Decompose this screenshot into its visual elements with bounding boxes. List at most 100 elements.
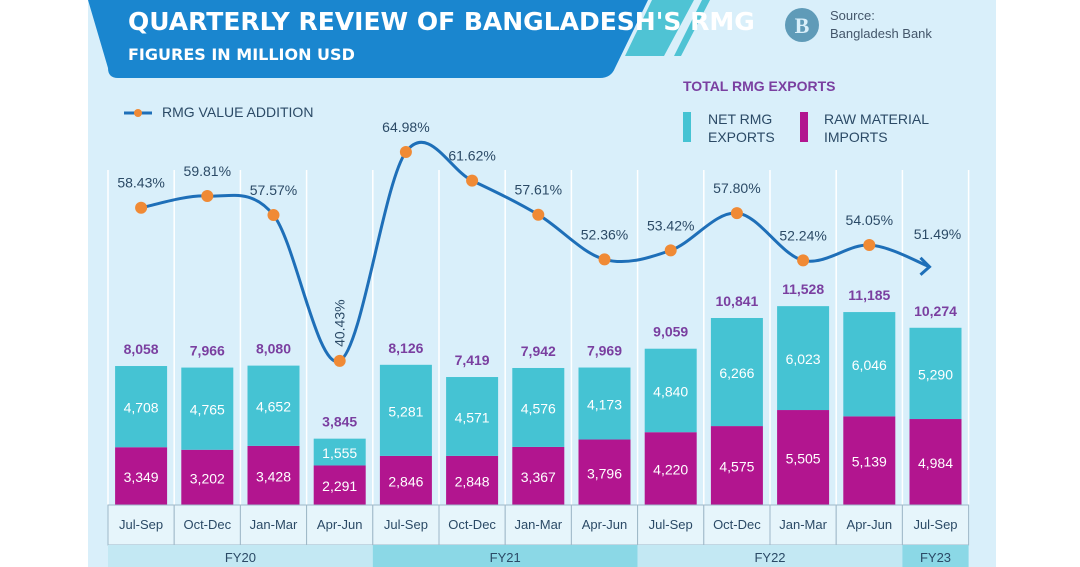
legend-label-raw: RAW MATERIAL IMPORTS xyxy=(824,111,929,145)
fiscal-year-label: FY20 xyxy=(225,550,256,565)
line-arrow-icon xyxy=(919,256,932,276)
fiscal-year-cell xyxy=(637,545,903,567)
quarter-label: Oct-Dec xyxy=(183,517,231,532)
label-net-exports: 5,281 xyxy=(388,403,423,419)
label-total: 7,419 xyxy=(455,352,490,368)
title-banner xyxy=(88,0,648,78)
value-addition-marker xyxy=(466,174,479,187)
fiscal-year-cell xyxy=(372,545,638,567)
bar-raw-imports xyxy=(909,419,962,505)
label-raw-imports: 2,846 xyxy=(388,473,423,489)
label-net-exports: 4,576 xyxy=(521,400,556,416)
label-raw-imports: 4,984 xyxy=(918,455,953,471)
value-addition-marker xyxy=(797,254,810,267)
quarter-label: Jan-Mar xyxy=(779,517,827,532)
label-total: 8,080 xyxy=(256,341,291,357)
bar-raw-imports xyxy=(379,455,432,505)
value-addition-label: 52.24% xyxy=(779,227,826,243)
value-addition-marker xyxy=(863,239,876,252)
quarter-label: Apr-Jun xyxy=(847,517,893,532)
label-total: 11,528 xyxy=(782,281,824,297)
quarter-cell xyxy=(306,504,374,546)
label-raw-imports: 4,220 xyxy=(653,462,688,478)
legend-label-net: NET RMG EXPORTS xyxy=(708,111,775,145)
svg-text:B: B xyxy=(795,13,810,38)
chart-subtitle: FIGURES IN MILLION USD xyxy=(128,45,355,64)
bar-net-exports xyxy=(379,364,432,456)
value-addition-label: 58.43% xyxy=(117,175,164,191)
bar-raw-imports xyxy=(181,449,234,505)
source-label: Source: xyxy=(830,8,875,23)
quarter-cell xyxy=(703,504,771,546)
fiscal-year-label: FY22 xyxy=(754,550,785,565)
label-total: 10,841 xyxy=(715,293,758,309)
quarter-cell xyxy=(107,504,175,546)
value-addition-marker xyxy=(267,209,280,222)
quarter-cell xyxy=(901,504,970,546)
legend-raw-line1: RAW MATERIAL xyxy=(824,111,929,127)
quarter-label: Apr-Jun xyxy=(317,517,363,532)
legend-line-marker xyxy=(134,109,142,117)
value-addition-label: 64.98% xyxy=(382,119,429,135)
value-addition-label: 61.62% xyxy=(448,148,495,164)
value-addition-label: 53.42% xyxy=(647,217,694,233)
label-net-exports: 4,652 xyxy=(256,399,291,415)
quarter-label: Apr-Jun xyxy=(582,517,628,532)
quarter-label: Jul-Sep xyxy=(384,517,428,532)
bar-net-exports xyxy=(909,327,962,420)
bar-raw-imports xyxy=(644,432,697,505)
value-addition-marker xyxy=(333,354,346,367)
bar-raw-imports xyxy=(115,447,168,505)
value-addition-line xyxy=(140,141,931,363)
quarter-cell xyxy=(504,504,572,546)
label-raw-imports: 4,575 xyxy=(719,459,754,475)
label-net-exports: 6,266 xyxy=(719,365,754,381)
bar-net-exports xyxy=(578,367,631,440)
legend-raw-line2: IMPORTS xyxy=(824,129,888,145)
quarter-label: Jul-Sep xyxy=(119,517,163,532)
bar-raw-imports xyxy=(247,445,300,505)
fiscal-year-cell xyxy=(902,545,969,567)
label-total: 7,969 xyxy=(587,343,622,359)
legend-title: TOTAL RMG EXPORTS xyxy=(683,78,835,94)
label-raw-imports: 3,367 xyxy=(521,469,556,485)
value-addition-label: 40.43% xyxy=(332,299,348,346)
fiscal-year-label: FY23 xyxy=(920,550,951,565)
bar-raw-imports xyxy=(512,446,565,505)
quarter-label: Jan-Mar xyxy=(250,517,298,532)
bar-net-exports xyxy=(313,438,366,466)
quarter-cell xyxy=(570,504,639,546)
label-net-exports: 1,555 xyxy=(322,445,357,461)
bar-net-exports xyxy=(446,377,499,456)
quarter-cell xyxy=(438,504,506,546)
bar-raw-imports xyxy=(313,465,366,505)
quarter-label: Jul-Sep xyxy=(913,517,957,532)
bar-net-exports xyxy=(843,312,896,417)
label-raw-imports: 3,202 xyxy=(190,470,225,486)
value-addition-marker xyxy=(598,253,611,266)
label-raw-imports: 3,796 xyxy=(587,465,622,481)
label-raw-imports: 3,349 xyxy=(124,469,159,485)
label-net-exports: 6,023 xyxy=(786,351,821,367)
label-net-exports: 4,571 xyxy=(455,409,490,425)
quarter-label: Jul-Sep xyxy=(649,517,693,532)
bar-net-exports xyxy=(644,348,697,433)
value-addition-label: 59.81% xyxy=(184,163,231,179)
legend-line-label: RMG VALUE ADDITION xyxy=(162,104,313,120)
quarter-label: Oct-Dec xyxy=(448,517,496,532)
label-total: 10,274 xyxy=(914,303,957,319)
label-total: 8,058 xyxy=(124,341,159,357)
banner-stripe-thin xyxy=(674,0,710,56)
quarter-cell xyxy=(239,504,308,546)
quarter-label: Oct-Dec xyxy=(713,517,761,532)
label-net-exports: 4,708 xyxy=(124,400,159,416)
source-name: Bangladesh Bank xyxy=(830,26,932,41)
label-raw-imports: 2,291 xyxy=(322,478,357,494)
quarter-cell xyxy=(372,504,440,546)
value-addition-label: 57.61% xyxy=(515,182,562,198)
value-addition-label: 54.05% xyxy=(846,212,893,228)
bar-raw-imports xyxy=(446,455,499,505)
bar-net-exports xyxy=(115,366,168,448)
value-addition-label: 52.36% xyxy=(581,226,628,242)
